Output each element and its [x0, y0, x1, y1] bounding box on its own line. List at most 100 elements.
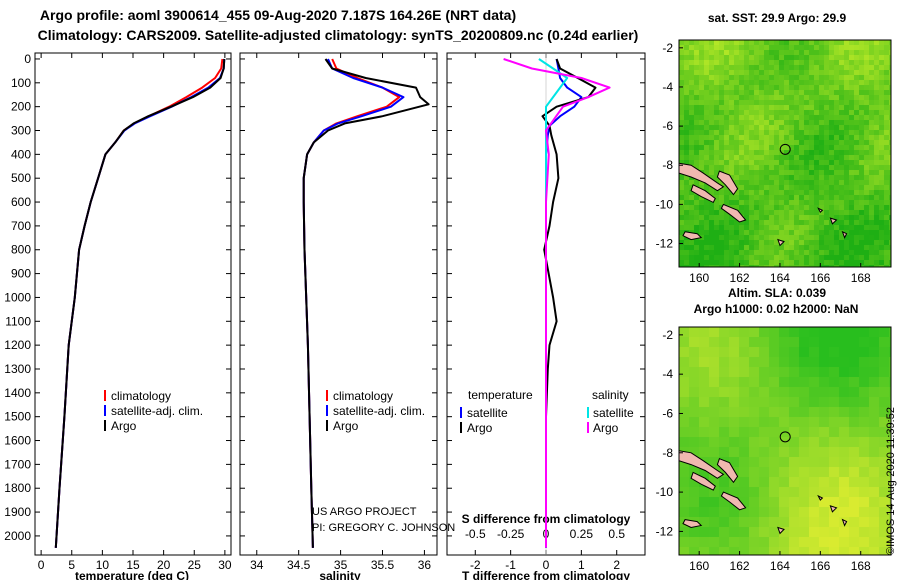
map-cell [804, 215, 809, 220]
map-cell [824, 160, 829, 165]
map-cell [804, 150, 809, 155]
map-cell [699, 265, 704, 267]
map-cell [889, 507, 891, 517]
map-cell [874, 150, 879, 155]
map-cell [689, 397, 699, 407]
map-cell [799, 150, 804, 155]
map-cell [819, 145, 824, 150]
map-cell [779, 185, 784, 190]
map-cell [764, 195, 769, 200]
map-cell [864, 255, 869, 260]
map-cell [789, 327, 799, 337]
map-cell [679, 407, 689, 417]
map-cell [764, 190, 769, 195]
map-cell [784, 195, 789, 200]
map-cell [869, 265, 874, 267]
map-cell [699, 115, 704, 120]
map-cell [849, 245, 854, 250]
map-cell [809, 200, 814, 205]
map-cell [724, 225, 729, 230]
map-cell [864, 235, 869, 240]
map-cell [694, 150, 699, 155]
map-cell [689, 70, 694, 75]
map-cell [879, 195, 884, 200]
map-cell [819, 507, 829, 517]
map-cell [704, 130, 709, 135]
map-cell [864, 150, 869, 155]
map-cell [739, 180, 744, 185]
map-cell [684, 130, 689, 135]
map-cell [694, 260, 699, 265]
map-cell [739, 547, 749, 555]
map-cell [809, 347, 819, 357]
map-cell [869, 205, 874, 210]
map-cell [809, 170, 814, 175]
map-cell [694, 95, 699, 100]
map-cell [679, 427, 689, 437]
map-cell [679, 467, 689, 477]
map-cell [764, 110, 769, 115]
map-cell [814, 135, 819, 140]
map-cell [849, 517, 859, 527]
map-cell [749, 477, 759, 487]
map-cell [809, 357, 819, 367]
map-cell [689, 215, 694, 220]
map-cell [754, 125, 759, 130]
map-cell [714, 210, 719, 215]
map-cell [794, 130, 799, 135]
map-cell [869, 75, 874, 80]
x-tick-label: 10 [96, 558, 110, 572]
map-cell [709, 150, 714, 155]
map-cell [794, 140, 799, 145]
map-cell [874, 220, 879, 225]
map-cell [889, 397, 891, 407]
map-cell [749, 55, 754, 60]
map-cell [689, 367, 699, 377]
map-cell [749, 80, 754, 85]
map-cell [869, 80, 874, 85]
map-cell [809, 327, 819, 337]
map-cell [804, 115, 809, 120]
map-cell [839, 190, 844, 195]
map-y-tick-label: -12 [656, 524, 674, 538]
map-cell [874, 210, 879, 215]
map-cell [709, 417, 719, 427]
map-cell [754, 230, 759, 235]
map-cell [769, 357, 779, 367]
y-tick-label: 800 [11, 243, 31, 257]
map-cell [719, 200, 724, 205]
map-cell [724, 45, 729, 50]
map-cell [809, 185, 814, 190]
map-cell [799, 45, 804, 50]
map-cell [819, 180, 824, 185]
map-cell [844, 145, 849, 150]
map-cell [864, 70, 869, 75]
map-cell [679, 140, 684, 145]
map-cell [719, 235, 724, 240]
map-cell [789, 347, 799, 357]
map-cell [764, 260, 769, 265]
map-cell [864, 60, 869, 65]
map-cell [854, 265, 859, 267]
map-cell [849, 90, 854, 95]
map-cell [744, 45, 749, 50]
map-cell [774, 135, 779, 140]
map-cell [759, 45, 764, 50]
map-cell [754, 55, 759, 60]
map-cell [704, 200, 709, 205]
map-cell [774, 215, 779, 220]
map-cell [744, 170, 749, 175]
map-cell [679, 357, 689, 367]
map-cell [819, 110, 824, 115]
map-cell [809, 130, 814, 135]
map-cell [889, 115, 891, 120]
map-cell [714, 105, 719, 110]
map-cell [809, 387, 819, 397]
map-cell [744, 140, 749, 145]
map-cell [794, 220, 799, 225]
map-cell [709, 110, 714, 115]
map-cell [739, 185, 744, 190]
map-cell [804, 205, 809, 210]
map-cell [874, 140, 879, 145]
map-cell [864, 75, 869, 80]
